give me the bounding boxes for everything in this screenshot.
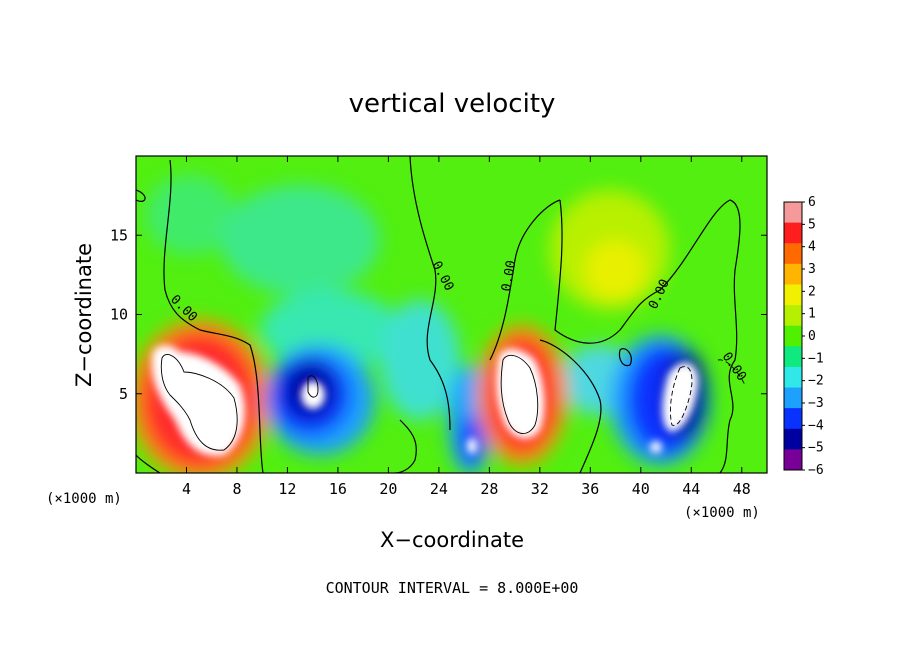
y-tick-label: 10 [110,306,128,324]
colorbar-swatch [784,449,802,471]
colorbar-swatch [784,284,802,306]
x-tick-label: 32 [531,480,549,498]
x-tick-label: 44 [682,480,700,498]
colorbar-swatch [784,408,802,430]
colorbar-tick-label: −5 [808,441,824,456]
positive-contours [160,354,539,451]
colorbar-tick-label: −2 [808,374,824,389]
x-tick-label: 16 [329,480,347,498]
y-tick-label: 5 [119,385,128,403]
colorbar-tick-label: −3 [808,396,824,411]
x-unit-right: (×1000 m) [684,505,760,521]
x-tick-label: 28 [480,480,498,498]
colorbar-tick-label: 1 [808,307,816,322]
colorbar-tick-label: 3 [808,262,816,277]
colorbar-swatch [784,222,802,244]
x-axis-ticks: 4 8 12 16 20 24 28 32 36 40 44 48 [182,156,751,498]
contour-label: 0.00 [499,259,519,292]
colorbar-swatch [784,305,802,327]
updraft-cores [151,345,699,456]
y-axis-ticks: 5 10 15 [110,226,767,403]
heatmap-field [136,156,767,473]
chart-title: vertical velocity [349,89,556,119]
x-tick-label: 12 [278,480,296,498]
colorbar-tick-label: 4 [808,240,816,255]
colorbar-tick-label: 0 [808,329,816,344]
colorbar-tick-label: −6 [808,463,824,478]
colorbar: 6 5 4 3 2 1 0 −1 −2 −3 −4 −5 −6 [783,195,824,478]
colorbar-swatch [784,346,802,368]
colorbar-swatch [784,325,802,347]
colorbar-swatch [784,428,802,450]
colorbar-swatch [784,243,802,265]
x-tick-label: 36 [581,480,599,498]
x-tick-label: 48 [733,480,751,498]
colorbar-tick-label: −4 [808,418,824,433]
negative-contours [669,359,746,426]
colorbar-swatch [784,202,802,224]
x-tick-label: 24 [430,480,448,498]
x-tick-label: 40 [632,480,650,498]
x-tick-label: 4 [182,480,191,498]
colorbar-tick-label: −1 [808,351,824,366]
x-tick-label: 20 [379,480,397,498]
zero-contours [136,156,741,473]
colorbar-tick-label: 6 [808,195,816,210]
x-tick-label: 8 [232,480,241,498]
x-axis-label: X−coordinate [380,528,524,552]
x-unit-left: (×1000 m) [46,491,122,507]
contour-interval-note: CONTOUR INTERVAL = 8.000E+00 [326,579,579,597]
y-tick-label: 15 [110,226,128,244]
colorbar-swatch [784,366,802,389]
colorbar-tick-label: 5 [808,217,816,232]
colorbar-tick-label: 2 [808,284,816,299]
y-axis-label: Z−coordinate [72,243,96,387]
colorbar-swatch [784,263,802,285]
colorbar-swatch [784,387,802,409]
